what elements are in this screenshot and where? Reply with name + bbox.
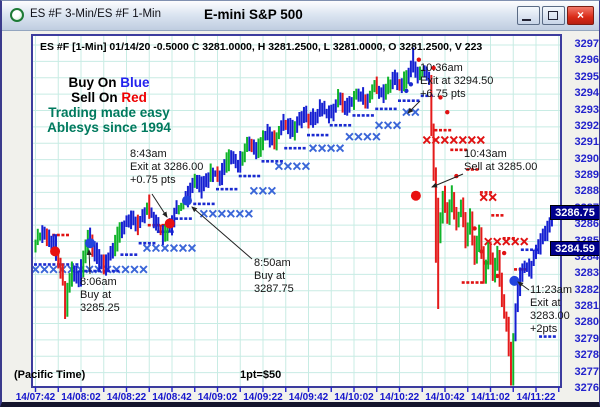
price-axis-label: 3289 [574,169,599,182]
time-axis-label: 14/10:22 [379,392,420,403]
time-axis-label: 14/08:42 [152,392,192,403]
buy-signal-dot [509,275,520,286]
brand-word-red: Red [121,90,147,105]
price-axis-label: 3283 [574,267,599,280]
maximize-icon [548,11,558,20]
minimize-icon [522,19,531,21]
price-axis-label: 3281 [574,300,599,313]
sell-signal-dot [50,246,61,257]
trade-annotation: 10:36am Exit at 3294.50 +6.75 pts [420,62,494,100]
time-axis-label: 14/07:42 [15,392,56,403]
time-axis-label: 14/10:42 [425,392,465,403]
trade-annotation: 8:50am Buy at 3287.75 [254,257,294,295]
price-axis-label: 3282 [574,283,599,296]
brand-line-1: Buy On Blue [68,75,150,90]
plot-content [33,47,556,386]
time-axis-label: 14/11:02 [471,392,510,403]
time-axis-label: 14/08:22 [106,392,147,403]
trade-annotation: 10:43am Sell at 3285.00 [464,148,538,173]
sell-signal-dot [410,190,421,201]
price-axis-label: 3297 [574,38,599,50]
time-axis-label: 14/08:02 [61,392,101,403]
sell-signal-dot [164,218,175,229]
time-axis-label: 14/10:02 [334,392,374,403]
title-bar[interactable]: ES #F 3-Min/ES #F 1-Min E-mini S&P 500 × [2,1,599,31]
point-value-label: 1pt=$50 [240,369,282,381]
time-axis-label: 14/09:22 [243,392,283,403]
brand-word-blue: Blue [120,75,150,90]
price-axis-label: 3279 [574,332,599,345]
price-axis-label: 3294 [574,87,599,100]
price-axis-label: 3291 [574,136,599,149]
brand-line-3: Trading made easy [48,105,170,120]
price-axis-label: 3290 [574,152,599,165]
price-axis-label: 3280 [574,316,599,329]
quote-header: ES #F [1-Min] 01/14/20 -0.5000 C 3281.00… [40,41,483,53]
price-axis-label: 3296 [574,54,599,67]
last-price-box: 3286.75 [550,205,599,221]
price-axis-label: 3286 [574,218,599,231]
stop-value-box: 3284.59 [550,240,599,256]
brand-line-4: Ablesys since 1994 [47,120,171,135]
buy-signal-dot [85,238,96,249]
trade-annotation: 8:06am Buy at 3285.25 [80,276,120,314]
close-icon: × [576,8,584,22]
brand-line-2: Sell On Red [71,90,147,105]
maximize-button[interactable] [542,6,565,25]
window-title: ES #F 3-Min/ES #F 1-Min [30,8,162,20]
trade-annotation: 11:23am Exit at 3283.00 +2pts [530,284,572,335]
price-axis-label: 3295 [574,70,599,83]
minimize-button[interactable] [517,6,540,25]
price-axis-label: 3293 [574,103,599,116]
time-axis-label: 14/09:42 [288,392,329,403]
time-axis-label: 14/11:22 [516,392,556,403]
price-axis-label: 3292 [574,119,599,132]
price-axis-label: 3288 [574,185,599,198]
buy-signal-dot [182,195,193,206]
price-axis-label: 3278 [574,349,599,362]
price-axis-label: 3276 [574,381,599,394]
close-button[interactable]: × [567,6,594,25]
brand-text: Buy On Blue Sell On Red Trading made eas… [34,75,184,135]
chart-title: E-mini S&P 500 [204,7,303,22]
price-axis-label: 3277 [574,365,599,378]
timezone-label: (Pacific Time) [14,369,86,381]
time-axis-label: 14/09:02 [197,392,238,403]
app-icon [10,8,24,22]
trade-annotation: 8:43am Exit at 3286.00 +0.75 pts [130,148,204,186]
window-controls: × [517,6,594,25]
